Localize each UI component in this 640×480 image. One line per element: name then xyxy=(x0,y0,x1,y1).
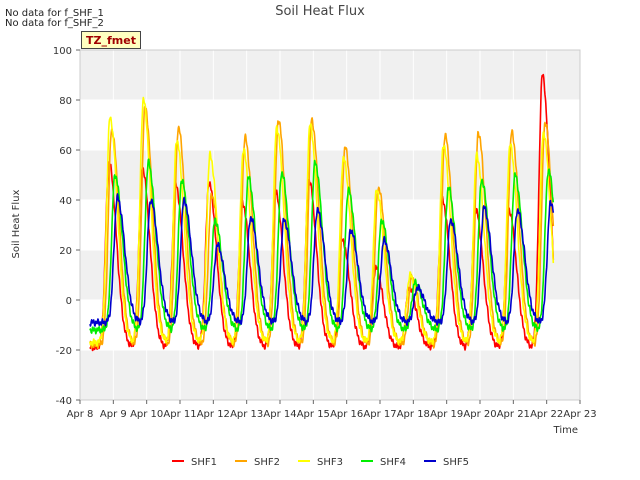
legend-label-shf4: SHF4 xyxy=(380,457,406,468)
y-tick-label: 80 xyxy=(59,96,72,107)
y-tick-label: 100 xyxy=(53,46,72,57)
y-tick-label: 0 xyxy=(66,296,72,307)
x-tick-label: Apr 18 xyxy=(397,409,430,420)
series-line-shf3 xyxy=(89,96,555,347)
x-tick-label: Apr 23 xyxy=(563,409,596,420)
series-layer xyxy=(89,73,555,352)
x-axis-label: Time xyxy=(553,425,578,436)
chart-title: Soil Heat Flux xyxy=(275,4,365,19)
x-tick-label: Apr 14 xyxy=(263,409,296,420)
background-band xyxy=(80,350,580,400)
legend-label-shf1: SHF1 xyxy=(191,457,217,468)
x-tick-label: Apr 16 xyxy=(330,409,363,420)
series-line-shf2 xyxy=(89,106,555,350)
background-bands xyxy=(80,50,580,400)
x-tick-label: Apr 15 xyxy=(297,409,330,420)
x-tick-label: Apr 9 xyxy=(100,409,127,420)
x-tick-label: Apr 22 xyxy=(530,409,563,420)
legend: SHF1 SHF2 SHF3 SHF4 SHF5 xyxy=(172,457,469,468)
y-tick-label: 60 xyxy=(59,146,72,157)
plot-frame xyxy=(79,49,581,401)
x-tick-label: Apr 21 xyxy=(497,409,530,420)
x-tick-label: Apr 11 xyxy=(163,409,196,420)
series-line-shf4 xyxy=(89,158,555,335)
y-axis-ticks: -40 -20 0 20 40 60 80 100 xyxy=(53,46,80,407)
x-tick-label: Apr 8 xyxy=(67,409,94,420)
y-axis-label: Soil Heat Flux xyxy=(11,189,22,258)
background-band xyxy=(80,100,580,150)
x-tick-label: Apr 12 xyxy=(197,409,230,420)
x-tick-label: Apr 17 xyxy=(363,409,396,420)
no-data-note-2: No data for f_SHF_2 xyxy=(5,18,104,29)
x-tick-label: Apr 20 xyxy=(463,409,496,420)
legend-label-shf5: SHF5 xyxy=(443,457,469,468)
x-tick-label: Apr 13 xyxy=(230,409,263,420)
background-band xyxy=(80,150,580,200)
legend-label-shf2: SHF2 xyxy=(254,457,280,468)
x-tick-label: Apr 10 xyxy=(130,409,163,420)
legend-label-shf3: SHF3 xyxy=(317,457,343,468)
y-tick-label: 20 xyxy=(59,246,72,257)
y-tick-label: -40 xyxy=(56,396,72,407)
timezone-badge: TZ_fmet xyxy=(81,31,141,49)
x-tick-label: Apr 19 xyxy=(430,409,463,420)
background-band xyxy=(80,50,580,100)
x-axis-ticks: Apr 8 Apr 9 Apr 10 Apr 11 Apr 12 Apr 13 Apr 14… xyxy=(67,400,597,420)
y-tick-label: 40 xyxy=(59,196,72,207)
no-data-note-1: No data for f_SHF_1 xyxy=(5,8,104,19)
background-band xyxy=(80,200,580,250)
y-tick-label: -20 xyxy=(56,346,72,357)
series-line-shf5 xyxy=(89,193,555,327)
